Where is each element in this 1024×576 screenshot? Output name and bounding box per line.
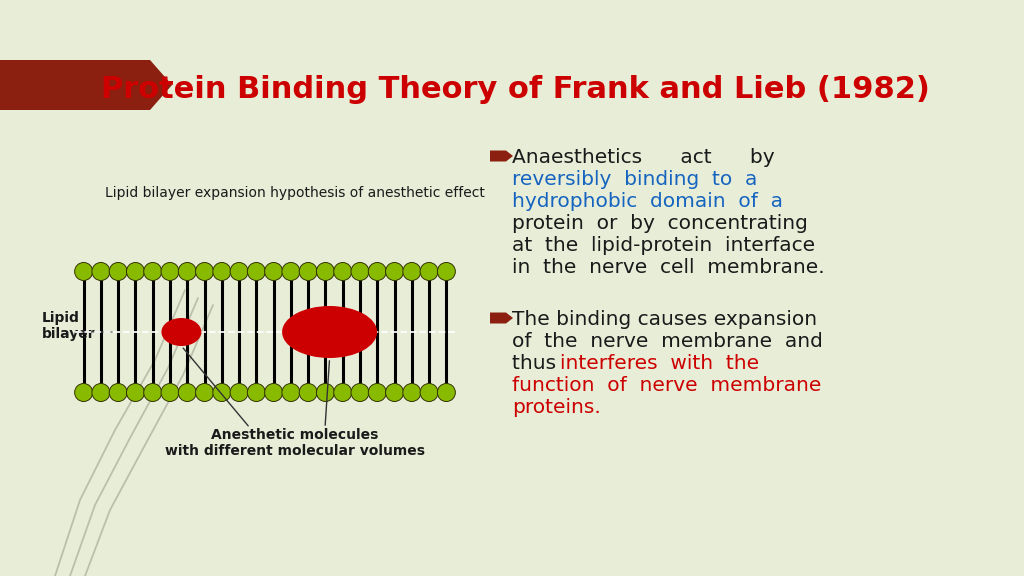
Circle shape	[316, 263, 335, 281]
Circle shape	[316, 384, 335, 401]
FancyArrow shape	[490, 313, 513, 324]
Circle shape	[75, 384, 92, 401]
Circle shape	[437, 384, 456, 401]
Circle shape	[351, 384, 369, 401]
Text: thus: thus	[512, 354, 569, 373]
Circle shape	[110, 384, 127, 401]
Text: Protein Binding Theory of Frank and Lieb (1982): Protein Binding Theory of Frank and Lieb…	[100, 75, 930, 104]
Circle shape	[143, 384, 162, 401]
Circle shape	[334, 384, 351, 401]
Ellipse shape	[162, 318, 202, 346]
Circle shape	[75, 263, 92, 281]
Circle shape	[178, 263, 197, 281]
Text: Lipid bilayer expansion hypothesis of anesthetic effect: Lipid bilayer expansion hypothesis of an…	[105, 186, 485, 200]
Text: reversibly  binding  to  a: reversibly binding to a	[512, 170, 758, 189]
Circle shape	[126, 263, 144, 281]
Circle shape	[386, 384, 403, 401]
Circle shape	[126, 384, 144, 401]
Circle shape	[264, 384, 283, 401]
Text: in  the  nerve  cell  membrane.: in the nerve cell membrane.	[512, 258, 824, 277]
Text: Anaesthetics      act      by: Anaesthetics act by	[512, 148, 774, 167]
Circle shape	[334, 263, 351, 281]
Text: The binding causes expansion: The binding causes expansion	[512, 310, 817, 329]
Circle shape	[213, 263, 230, 281]
Circle shape	[161, 263, 179, 281]
Circle shape	[213, 384, 230, 401]
Circle shape	[402, 384, 421, 401]
Text: hydrophobic  domain  of  a: hydrophobic domain of a	[512, 192, 783, 211]
Circle shape	[282, 384, 300, 401]
Circle shape	[369, 263, 386, 281]
Circle shape	[299, 384, 317, 401]
Text: of  the  nerve  membrane  and: of the nerve membrane and	[512, 332, 823, 351]
Text: at  the  lipid-protein  interface: at the lipid-protein interface	[512, 236, 815, 255]
Circle shape	[92, 263, 110, 281]
Circle shape	[299, 263, 317, 281]
Circle shape	[420, 263, 438, 281]
Circle shape	[248, 263, 265, 281]
Text: proteins.: proteins.	[512, 398, 601, 417]
Circle shape	[178, 384, 197, 401]
Text: Anesthetic molecules: Anesthetic molecules	[211, 428, 379, 442]
Circle shape	[282, 263, 300, 281]
Text: function  of  nerve  membrane: function of nerve membrane	[512, 376, 821, 395]
FancyArrow shape	[490, 150, 513, 161]
Circle shape	[196, 263, 214, 281]
Circle shape	[369, 384, 386, 401]
Circle shape	[92, 384, 110, 401]
Circle shape	[110, 263, 127, 281]
Text: interferes  with  the: interferes with the	[560, 354, 759, 373]
Circle shape	[386, 263, 403, 281]
Circle shape	[161, 384, 179, 401]
Circle shape	[230, 384, 248, 401]
Ellipse shape	[282, 306, 377, 358]
Text: Lipid
bilayer: Lipid bilayer	[42, 311, 95, 341]
Circle shape	[437, 263, 456, 281]
Text: with different molecular volumes: with different molecular volumes	[165, 444, 425, 458]
Circle shape	[351, 263, 369, 281]
Circle shape	[143, 263, 162, 281]
Circle shape	[264, 263, 283, 281]
Polygon shape	[0, 60, 172, 110]
Text: protein  or  by  concentrating: protein or by concentrating	[512, 214, 808, 233]
Circle shape	[402, 263, 421, 281]
Circle shape	[420, 384, 438, 401]
Circle shape	[248, 384, 265, 401]
Circle shape	[196, 384, 214, 401]
Circle shape	[230, 263, 248, 281]
